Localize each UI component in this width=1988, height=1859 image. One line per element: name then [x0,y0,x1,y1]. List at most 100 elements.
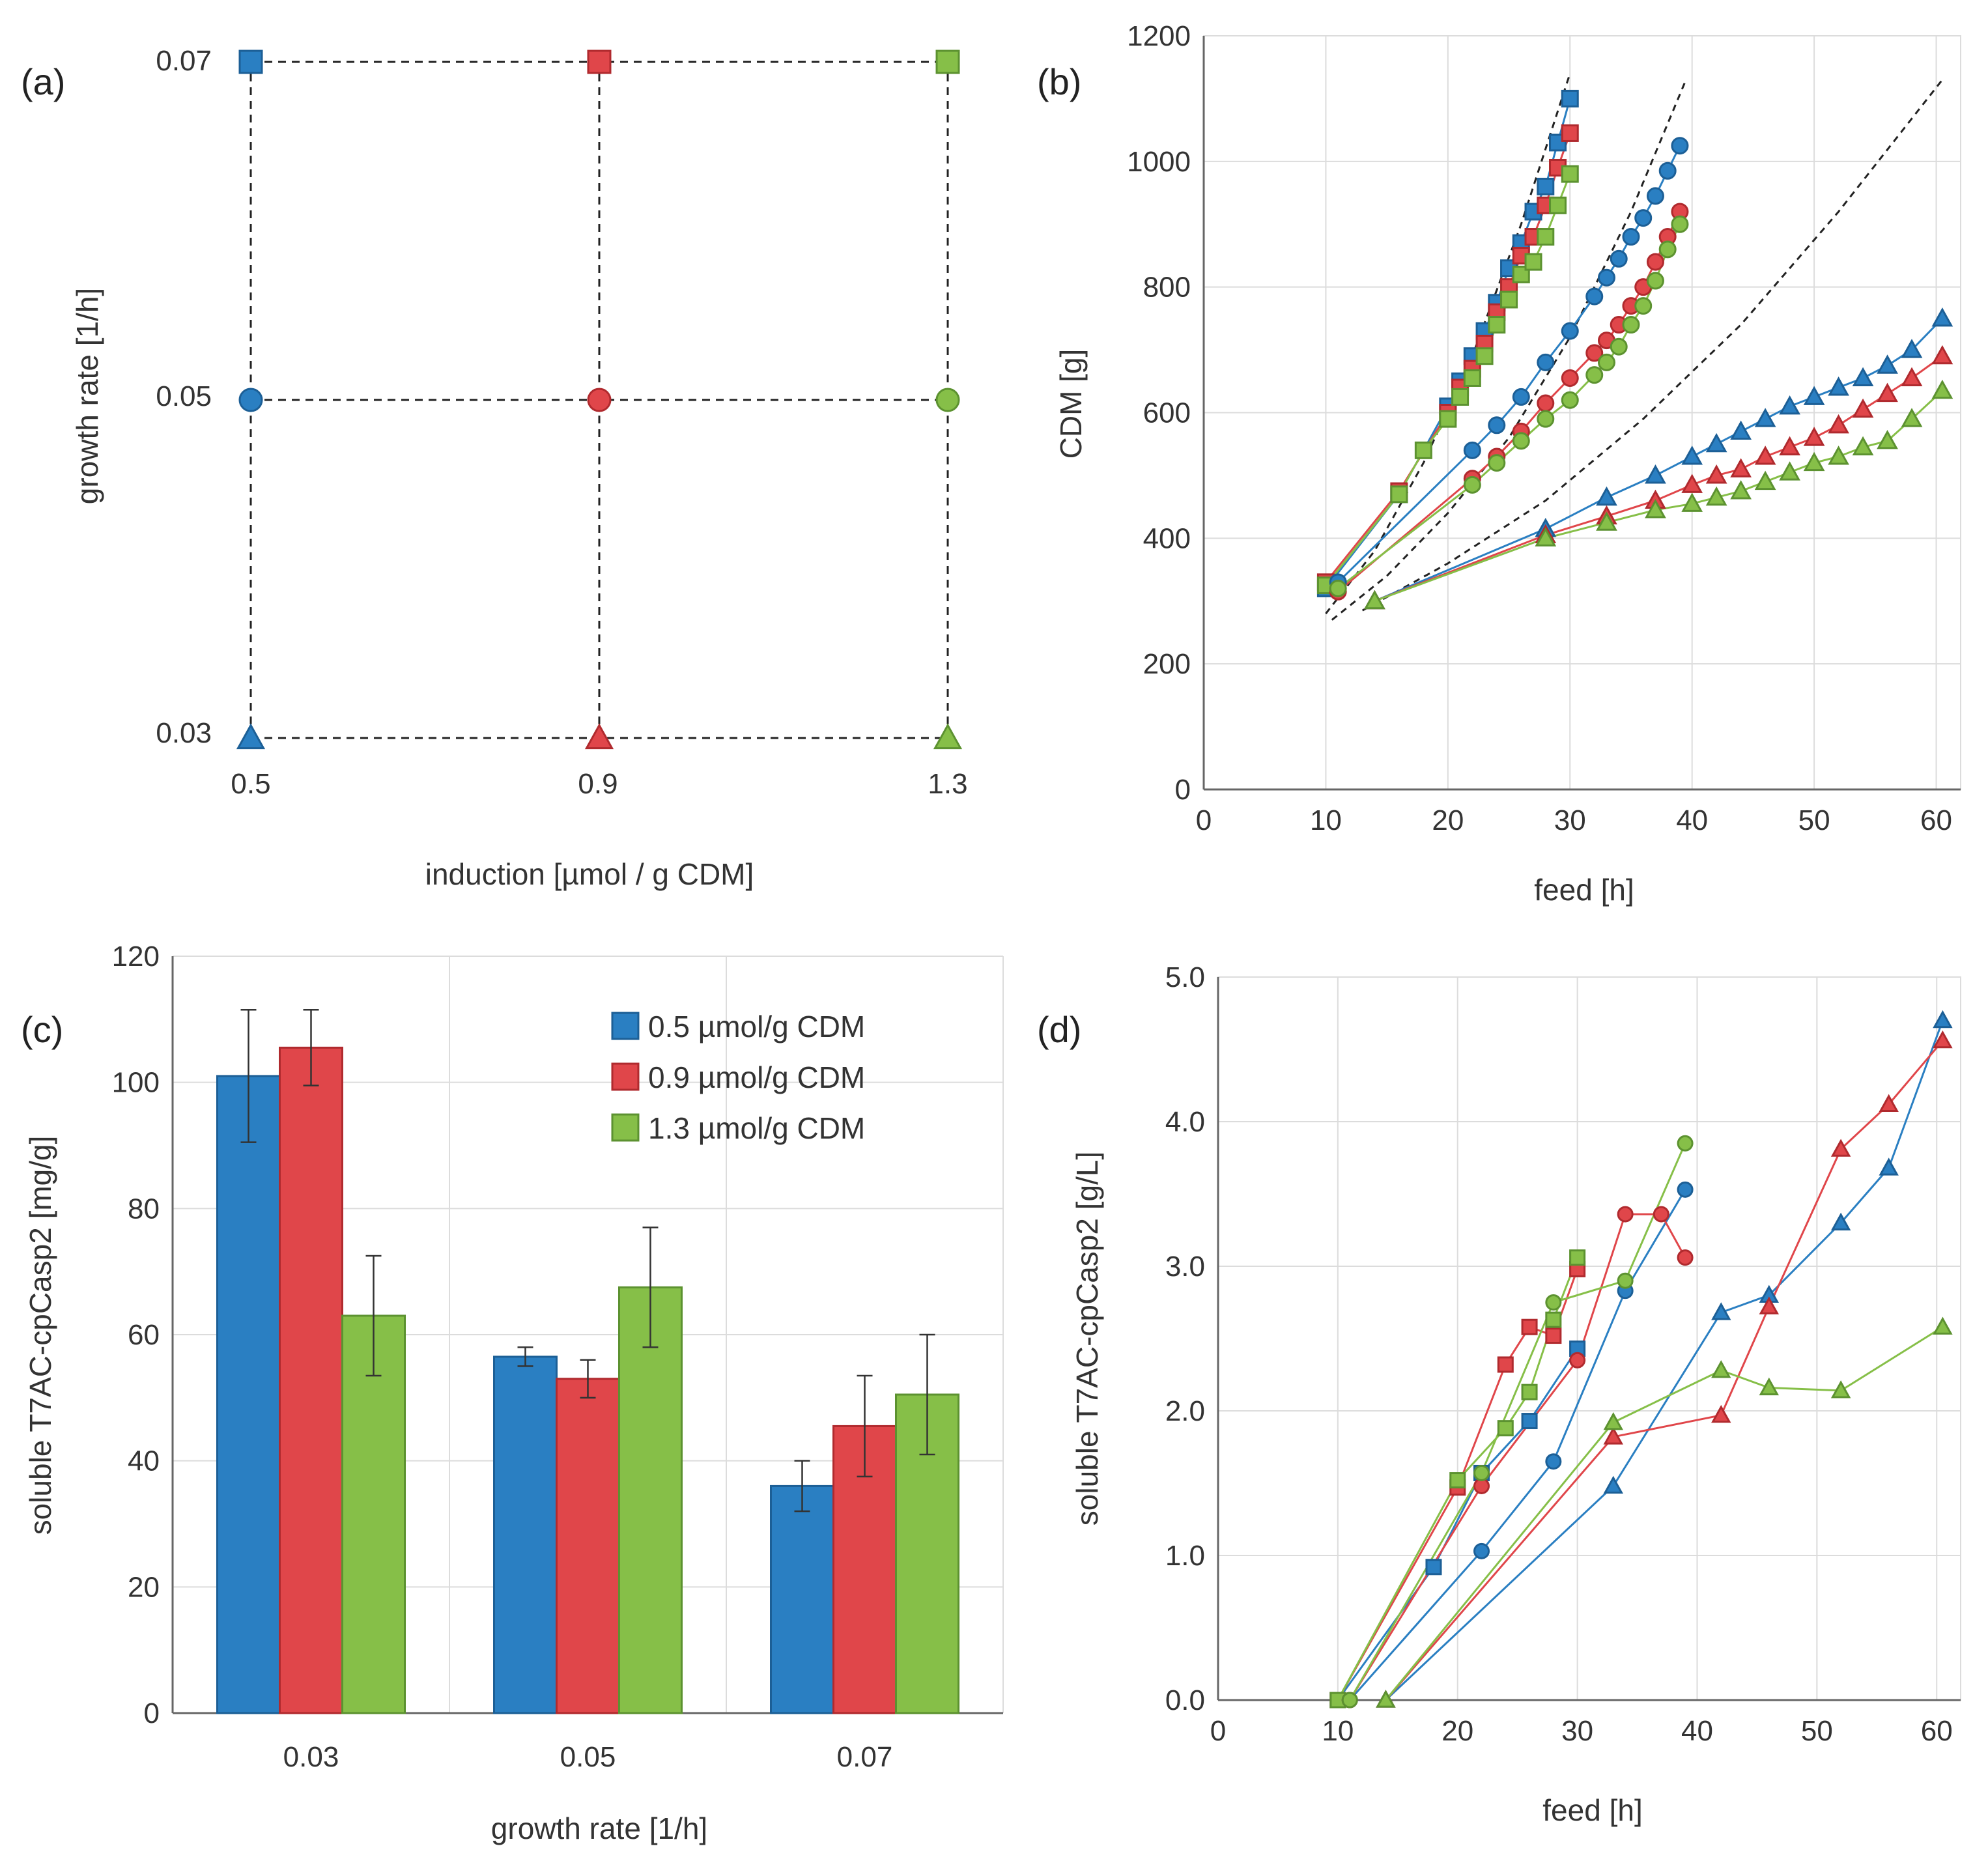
d-point-5-4 [1677,1135,1694,1152]
d-xtick-30: 30 [1561,1715,1593,1747]
panel-d-ylabel: soluble T7AC-cpCasp2 [g/L] [1070,1152,1104,1526]
b-point-3-13 [1671,137,1689,155]
legend-swatch-1.3 [611,1113,640,1142]
panel-a-points [236,50,963,750]
b-ytick-0: 0 [1175,774,1191,806]
b-ytick-1000: 1000 [1127,146,1191,178]
d-point-2-4 [1545,1311,1562,1328]
d-ytick-2.0: 2.0 [1165,1395,1205,1427]
d-ytick-1.0: 1.0 [1165,1540,1205,1572]
b-point-5-12 [1658,240,1677,259]
d-series-line-8 [1385,1326,1944,1701]
c-ytick-0: 0 [144,1697,160,1729]
d-xtick-50: 50 [1801,1715,1833,1747]
b-point-6-9 [1803,386,1825,405]
b-point-5-6 [1585,366,1604,384]
panel-c-ylabel: soluble T7AC-cpCasp2 [mg/g] [23,1136,57,1535]
legend-swatch-0.5 [611,1012,640,1040]
b-ytick-600: 600 [1143,397,1191,429]
b-point-6-11 [1852,367,1874,387]
b-point-6-14 [1931,307,1953,327]
b-point-2-7 [1488,316,1506,334]
b-xtick-20: 20 [1432,804,1464,836]
a-point-green-circle [935,388,960,412]
b-point-2-12 [1549,196,1567,214]
d-point-4-5 [1677,1249,1694,1266]
panel-a-ticks: 0.07 0.05 0.03 0.5 0.9 1.3 [156,45,967,800]
d-point-1-3 [1521,1318,1538,1335]
b-point-3-3 [1512,388,1530,406]
b-point-6-6 [1730,420,1752,440]
legend-label-0.9: 0.9 µmol/g CDM [648,1060,865,1094]
b-point-6-2 [1596,486,1617,506]
b-ytick-1200: 1200 [1127,20,1191,52]
b-point-5-7 [1597,353,1615,371]
b-point-2-6 [1475,347,1494,365]
panel-b-label: (b) [1037,61,1081,102]
b-ytick-200: 200 [1143,648,1191,680]
b-point-8-8 [1779,461,1800,481]
c-ytick-100: 100 [112,1067,160,1099]
b-xtick-40: 40 [1676,804,1708,836]
b-point-8-5 [1705,486,1727,506]
d-point-1-2 [1497,1356,1514,1373]
d-point-8-2 [1711,1360,1731,1378]
d-point-4-2 [1569,1352,1586,1369]
d-plot-frame [1217,976,1961,1701]
d-point-5-3 [1617,1272,1634,1289]
d-point-7-2 [1711,1404,1731,1423]
b-point-3-12 [1658,162,1677,180]
d-xtick-60: 60 [1921,1715,1953,1747]
b-point-2-13 [1561,165,1579,183]
d-ytick-0.0: 0.0 [1165,1684,1205,1716]
b-point-7-9 [1803,427,1825,446]
a-point-green-square [935,50,960,74]
panel-c-legend: 0.5 µmol/g CDM 0.9 µmol/g CDM 1.3 µmol/g… [611,1010,865,1145]
b-point-3-7 [1597,268,1615,287]
b-point-3-6 [1585,287,1604,305]
panel-d-series [1329,1010,1953,1709]
b-point-5-11 [1646,272,1664,290]
d-point-4-3 [1617,1206,1634,1223]
c-bar-0.05-2 [618,1286,683,1714]
a-xtick-1.3: 1.3 [928,768,967,800]
d-point-7-5 [1879,1094,1899,1112]
b-point-5-13 [1671,215,1689,233]
panel-a-xlabel: induction [µmol / g CDM] [425,857,754,891]
a-point-blue-square [238,50,263,74]
d-ytick-5.0: 5.0 [1165,961,1205,993]
b-xtick-10: 10 [1310,804,1342,836]
c-ytick-60: 60 [128,1319,160,1351]
d-point-5-0 [1341,1692,1358,1709]
d-point-5-1 [1473,1464,1490,1481]
b-point-8-10 [1828,446,1849,465]
b-point-6-10 [1828,376,1849,396]
d-point-0-1 [1425,1559,1442,1576]
d-point-8-4 [1830,1380,1851,1398]
b-point-8-7 [1754,470,1776,490]
b-point-7-11 [1852,398,1874,418]
b-point-8-0 [1364,589,1385,610]
c-ytick-80: 80 [128,1193,160,1225]
panel-d-grid [1217,976,1961,1701]
panel-d-xlabel: feed [h] [1542,1793,1642,1827]
panel-c-bars [216,1009,959,1714]
d-series-line-4 [1348,1213,1686,1701]
d-point-6-4 [1830,1212,1851,1231]
b-point-7-7 [1754,446,1776,465]
b-point-5-10 [1634,297,1653,315]
b-point-8-9 [1803,451,1825,472]
b-point-8-4 [1681,492,1703,512]
c-xtick-0.07: 0.07 [837,1741,893,1773]
b-point-3-4 [1537,353,1555,371]
b-point-7-10 [1828,414,1849,434]
b-point-8-2 [1596,511,1617,531]
b-point-0-11 [1549,134,1567,152]
b-point-3-11 [1646,187,1664,205]
c-bar-0.05-1 [556,1378,620,1714]
b-xtick-50: 50 [1798,804,1830,836]
b-point-8-13 [1901,408,1923,427]
